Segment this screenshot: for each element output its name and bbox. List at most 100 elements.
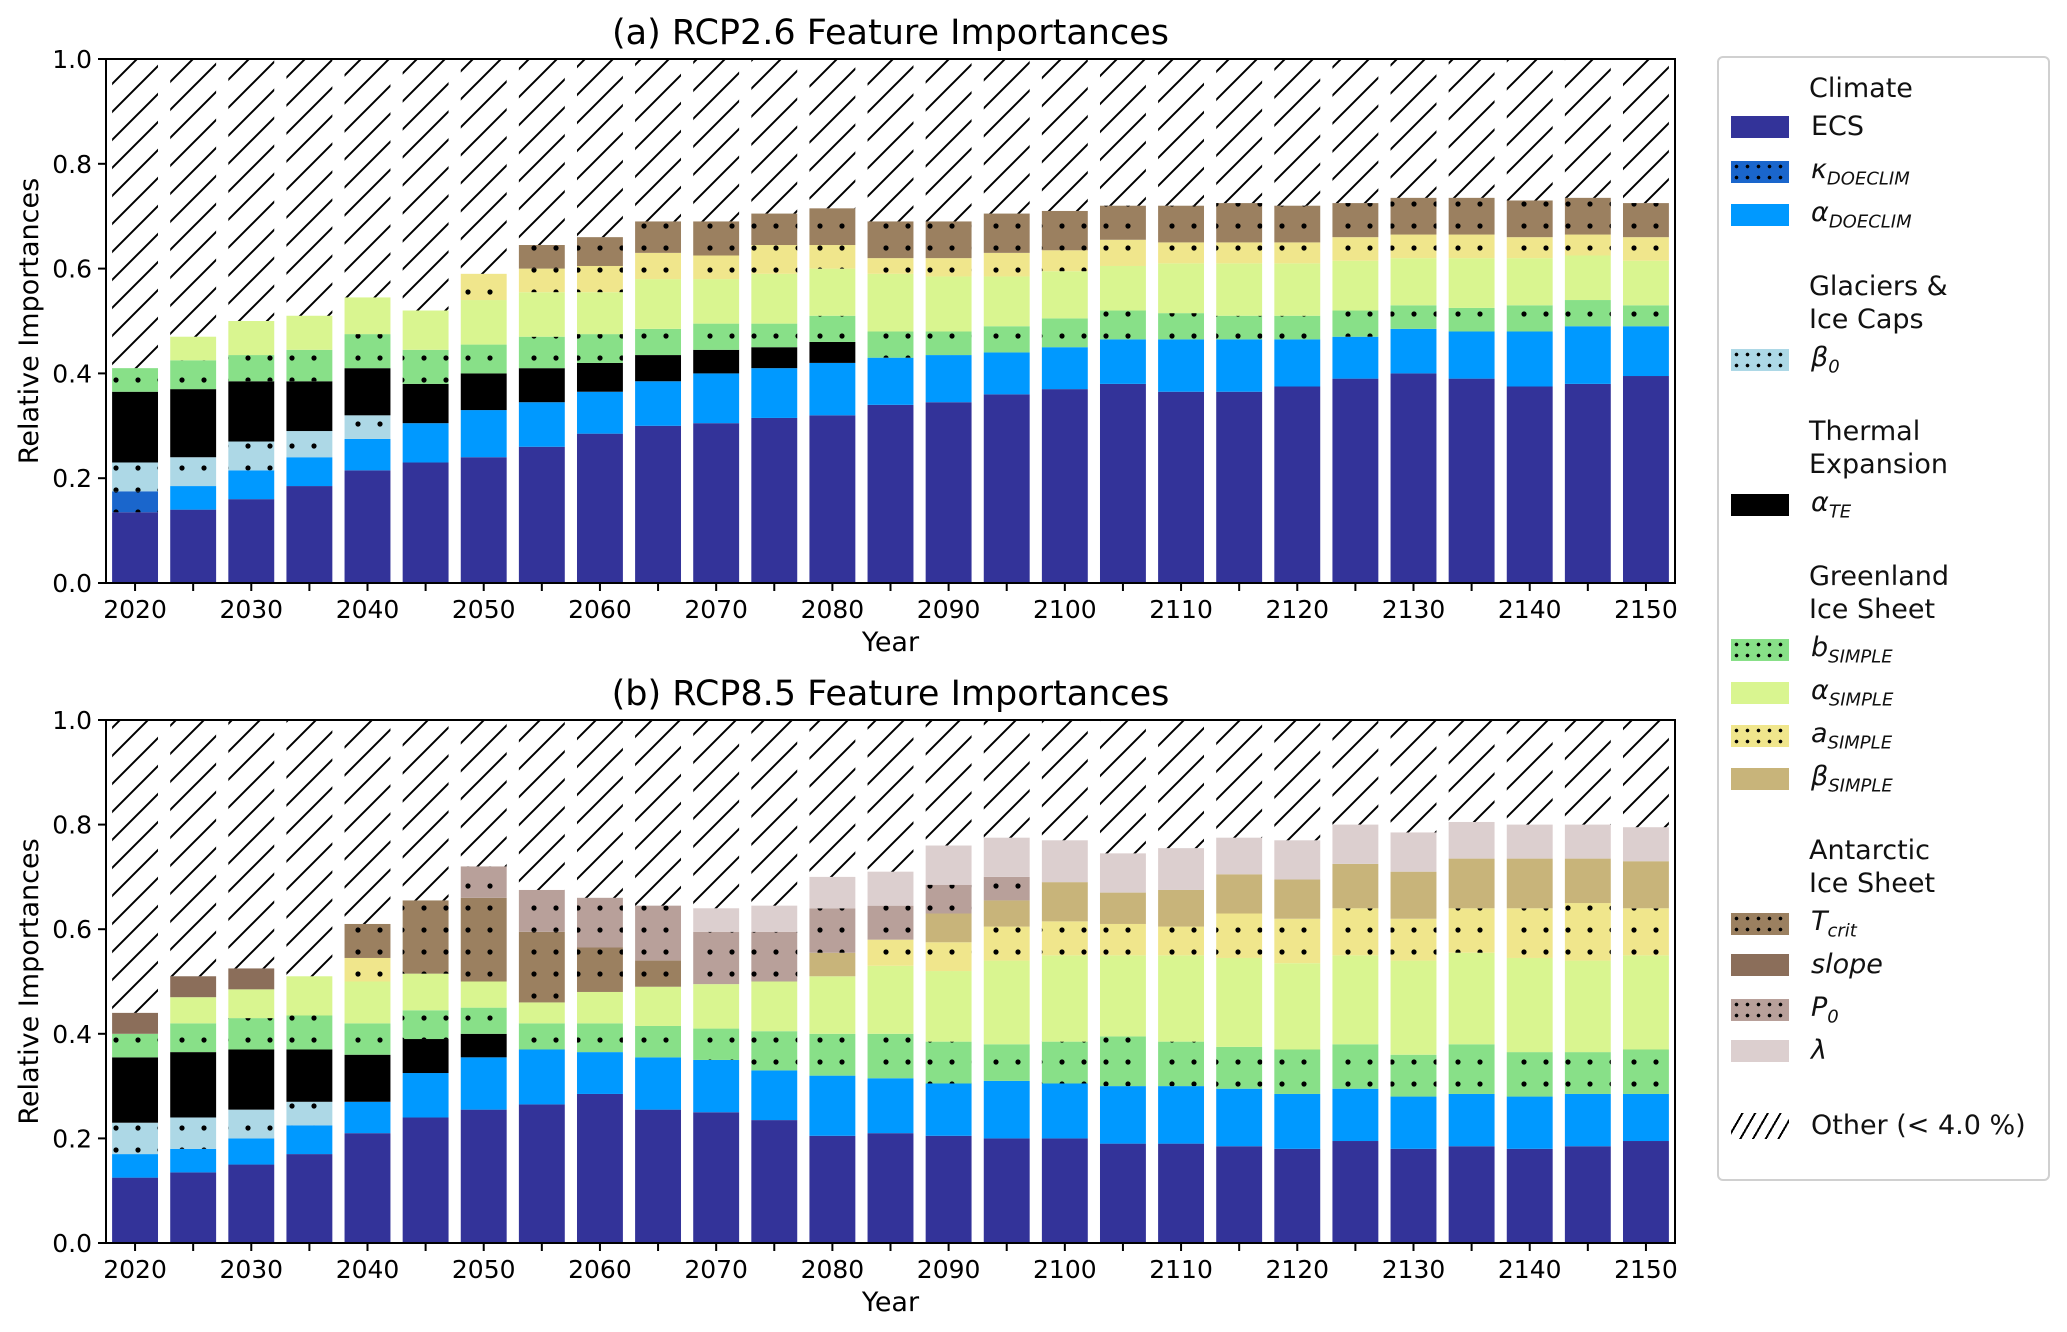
- bar-segment-lambda: [1099, 853, 1146, 893]
- y-tick-label: 0.8: [52, 811, 92, 840]
- x-tick-label: 2020: [103, 1255, 167, 1284]
- bar-segment-dots: [635, 1025, 682, 1058]
- bar-segment-alpha-doeclim: [1158, 1086, 1205, 1144]
- bar-segment-dots: [576, 237, 623, 266]
- bar-segment-slope: [112, 1012, 159, 1034]
- bar-segment-alpha-simple: [1041, 271, 1088, 319]
- bar-segment-ecs: [1099, 383, 1146, 583]
- bar-segment-dots: [170, 457, 217, 487]
- bar-segment-ecs: [1564, 1146, 1611, 1243]
- bar-segment-other: [460, 720, 507, 867]
- x-tick-label: 2070: [684, 1255, 748, 1284]
- bar-segment-dots: [402, 349, 449, 384]
- bar-segment-other: [1099, 720, 1146, 854]
- bar-segment-alpha-doeclim: [1099, 339, 1146, 384]
- bar-segment-lambda: [1506, 824, 1553, 859]
- bar-segment-ecs: [1099, 1143, 1146, 1243]
- bar-segment-ecs: [344, 1133, 391, 1243]
- bar-segment-ecs: [1041, 1138, 1088, 1243]
- bar-segment-dots: [1506, 1052, 1553, 1097]
- bar-segment-dots: [112, 462, 159, 492]
- bar-segment-alpha-doeclim: [286, 1125, 333, 1155]
- bar-segment-beta-simple: [1216, 874, 1263, 914]
- bar-segment-ecs: [170, 1172, 217, 1243]
- bar-segment-other: [809, 720, 856, 877]
- bar-segment-ecs: [286, 486, 333, 583]
- bar-segment-alpha-simple: [983, 960, 1030, 1045]
- bar-segment-alpha-doeclim: [1622, 326, 1669, 377]
- legend-swatch: [1731, 161, 1789, 184]
- bar-segment-other: [1158, 720, 1205, 849]
- bar-segment-alpha-doeclim: [1274, 1093, 1321, 1149]
- bar-segment-alpha-simple: [693, 279, 740, 324]
- bar-segment-ecs: [1622, 376, 1669, 583]
- bar-segment-dots: [1216, 203, 1263, 243]
- bar-segment-alpha-te: [286, 1049, 333, 1102]
- bar-segment-ecs: [518, 1104, 565, 1243]
- bar-segment-alpha-doeclim: [1506, 331, 1553, 387]
- x-tick-label: 2080: [801, 1255, 865, 1284]
- bar-segment-other: [751, 720, 798, 906]
- bar-segment-ecs: [1390, 373, 1437, 583]
- bar-segment-alpha-simple: [751, 273, 798, 324]
- bar-segment-lambda: [1390, 832, 1437, 872]
- x-tick-label: 2060: [568, 595, 632, 624]
- legend-group-heading: Glaciers & Ice Caps: [1809, 270, 1948, 336]
- bar-segment-dots: [170, 1117, 217, 1149]
- y-axis-label: Relative Importances: [14, 838, 45, 1124]
- bar-segment-other: [693, 720, 740, 909]
- y-tick-label: 1.0: [52, 706, 92, 735]
- bar-segment-dots: [402, 1010, 449, 1040]
- bar-segment-alpha-doeclim: [518, 402, 565, 447]
- bar-segment-beta-simple: [1506, 858, 1553, 909]
- bar-segment-ecs: [112, 512, 159, 583]
- bar-segment-dots: [518, 931, 565, 1003]
- bar-segment-alpha-te: [402, 1039, 449, 1074]
- bar-segment-lambda: [1274, 840, 1321, 880]
- y-tick-label: 0.2: [52, 1124, 92, 1153]
- bar-segment-dots: [1332, 1044, 1379, 1089]
- bar-segment-alpha-simple: [925, 971, 972, 1042]
- bar-segment-dots: [693, 221, 740, 256]
- bar-segment-lambda: [693, 908, 740, 932]
- legend-item-ecs: ECS: [1719, 111, 1864, 142]
- bar-segment-alpha-simple: [1564, 255, 1611, 301]
- legend-label: βSIMPLE: [1811, 761, 1893, 797]
- bar-segment-alpha-simple: [809, 268, 856, 316]
- bar-segment-alpha-simple: [1390, 960, 1437, 1055]
- bar-segment-dots: [867, 905, 914, 940]
- bar-segment-other: [751, 59, 798, 214]
- bar-segment-ecs: [867, 1133, 914, 1243]
- panel-rcp85: (b) RCP8.5 Feature Importances 0.0 0.2 0.4 0…: [14, 674, 1678, 1318]
- bar-segment-alpha-doeclim: [1332, 1088, 1379, 1142]
- legend-label: bSIMPLE: [1811, 632, 1893, 668]
- bar-segment-alpha-simple: [1448, 258, 1495, 308]
- bar-segment-dots: [1216, 242, 1263, 264]
- bar-segment-alpha-doeclim: [344, 1101, 391, 1134]
- legend-item-beta-simple: βSIMPLE: [1719, 761, 1893, 797]
- bar-segment-dots: [1390, 234, 1437, 259]
- x-axis-label: Year: [861, 1287, 920, 1318]
- bar-segment-other: [1158, 59, 1205, 206]
- bar-segment-dots: [693, 323, 740, 350]
- legend-item-p0: P0: [1719, 992, 1839, 1028]
- bar-segment-alpha-te: [402, 383, 449, 424]
- bar-segment-ecs: [576, 1093, 623, 1243]
- bar-segment-dots: [1041, 210, 1088, 251]
- legend-swatch: [1731, 115, 1789, 138]
- bar-segment-ecs: [112, 1177, 159, 1243]
- bar-segment-alpha-doeclim: [1564, 326, 1611, 384]
- bar-segment-dots: [1041, 318, 1088, 348]
- legend-swatch: [1731, 639, 1789, 662]
- bar-segment-alpha-simple: [286, 315, 333, 350]
- bar-segment-dots: [693, 931, 740, 985]
- legend-swatch: [1731, 349, 1789, 372]
- bar-segment-alpha-doeclim: [635, 381, 682, 426]
- bar-segment-dots: [1274, 205, 1321, 243]
- bar-segment-other: [693, 59, 740, 222]
- bar-segment-alpha-te: [809, 341, 856, 363]
- x-tick-label: 2150: [1614, 1255, 1678, 1284]
- bar-segment-ecs: [983, 1138, 1030, 1243]
- bar-segment-beta-simple: [1448, 858, 1495, 909]
- bar-segment-dots: [1274, 918, 1321, 964]
